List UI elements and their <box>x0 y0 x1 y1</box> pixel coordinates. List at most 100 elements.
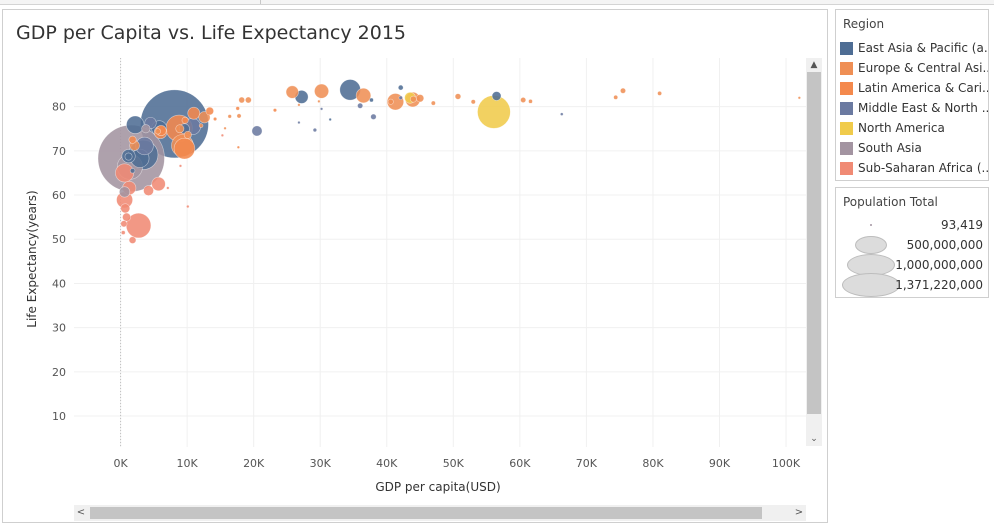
data-point[interactable] <box>213 117 218 121</box>
data-point[interactable] <box>297 120 301 125</box>
gridlines <box>74 58 806 447</box>
data-point[interactable] <box>369 97 374 103</box>
data-point[interactable] <box>178 164 183 168</box>
data-point[interactable] <box>312 127 318 133</box>
data-point[interactable] <box>236 113 242 119</box>
region-swatch-icon <box>840 42 853 55</box>
data-point[interactable] <box>128 135 137 144</box>
region-legend-label: Middle East & North ... <box>858 101 988 115</box>
data-point[interactable] <box>357 102 364 109</box>
data-point[interactable] <box>122 212 131 222</box>
data-point[interactable] <box>173 137 196 160</box>
data-point[interactable] <box>370 113 377 120</box>
data-point[interactable] <box>520 97 527 103</box>
data-point[interactable] <box>143 185 154 196</box>
region-swatch-icon <box>840 62 853 75</box>
horizontal-scrollbar[interactable]: < > <box>74 505 806 521</box>
data-point[interactable] <box>198 123 204 128</box>
data-point[interactable] <box>238 96 245 104</box>
data-point[interactable] <box>657 90 662 96</box>
region-legend-item[interactable]: South Asia <box>840 140 988 158</box>
vertical-scrollbar[interactable]: ▲ ⌄ <box>806 58 822 446</box>
data-point[interactable] <box>620 87 626 94</box>
region-legend-label: South Asia <box>858 141 922 155</box>
region-swatch-icon <box>840 82 853 95</box>
data-point[interactable] <box>205 106 214 116</box>
data-point[interactable] <box>319 107 324 111</box>
data-point[interactable] <box>314 83 329 99</box>
y-tick-label: 30 <box>52 322 66 335</box>
region-legend-item[interactable]: Sub-Saharan Africa (... <box>840 160 988 178</box>
data-point[interactable] <box>317 99 321 103</box>
scroll-down-arrow-icon[interactable]: ⌄ <box>810 434 818 444</box>
region-legend-item[interactable]: North America <box>840 120 988 138</box>
data-point[interactable] <box>613 94 619 100</box>
horizontal-scroll-thumb[interactable] <box>90 507 762 519</box>
data-point[interactable] <box>797 96 801 100</box>
y-tick-label: 70 <box>52 145 66 158</box>
scroll-up-arrow-icon[interactable]: ▲ <box>810 60 818 70</box>
population-size-legend: Population Total 93,419 500,000,000 1,000,… <box>835 187 989 298</box>
scroll-right-arrow-icon[interactable]: > <box>794 507 804 518</box>
data-point[interactable] <box>387 98 394 105</box>
data-point[interactable] <box>235 106 240 111</box>
data-point[interactable] <box>251 125 263 137</box>
data-point[interactable] <box>285 85 299 99</box>
population-legend-item: 1,000,000,000 <box>839 254 989 278</box>
data-point[interactable] <box>128 236 137 244</box>
data-point[interactable] <box>328 117 332 122</box>
data-point[interactable] <box>454 93 462 100</box>
region-legend-item[interactable]: Middle East & North ... <box>840 100 988 118</box>
y-tick-label: 40 <box>52 277 66 290</box>
population-legend-value: 93,419 <box>941 218 983 232</box>
vertical-scroll-thumb[interactable] <box>807 72 821 414</box>
data-point[interactable] <box>141 124 151 134</box>
region-legend-label: North America <box>858 121 945 135</box>
data-point[interactable] <box>491 91 502 101</box>
data-point[interactable] <box>245 96 252 104</box>
toolbar-divider <box>260 0 261 4</box>
scroll-left-arrow-icon[interactable]: < <box>76 507 86 518</box>
data-point[interactable] <box>528 99 533 104</box>
data-point[interactable] <box>115 163 135 183</box>
data-point[interactable] <box>415 94 425 103</box>
data-point[interactable] <box>186 204 190 209</box>
data-point[interactable] <box>187 106 201 120</box>
x-axis-label: GDP per capita(USD) <box>375 480 500 494</box>
data-point[interactable] <box>223 126 227 130</box>
data-point[interactable] <box>129 168 136 174</box>
data-point[interactable] <box>175 124 185 134</box>
data-point[interactable] <box>409 95 417 103</box>
data-point[interactable] <box>220 133 224 137</box>
data-point[interactable] <box>430 100 436 106</box>
data-point[interactable] <box>183 130 192 139</box>
data-point[interactable] <box>560 112 564 116</box>
data-point[interactable] <box>181 116 189 124</box>
population-size-icon <box>842 273 900 297</box>
data-point[interactable] <box>398 95 403 100</box>
data-point[interactable] <box>297 103 301 107</box>
data-point[interactable] <box>119 186 131 198</box>
region-legend-item[interactable]: Europe & Central Asi... <box>840 60 988 78</box>
data-point[interactable] <box>236 145 240 149</box>
data-point[interactable] <box>120 230 126 235</box>
data-point[interactable] <box>477 95 511 129</box>
data-point[interactable] <box>166 186 170 190</box>
region-legend-label: Latin America & Cari... <box>858 81 988 95</box>
data-point[interactable] <box>154 128 161 135</box>
data-point[interactable] <box>126 115 145 134</box>
data-point[interactable] <box>124 152 133 161</box>
data-point[interactable] <box>120 203 131 214</box>
data-point[interactable] <box>470 99 476 105</box>
data-point[interactable] <box>151 176 166 192</box>
data-point[interactable] <box>120 220 128 228</box>
region-swatch-icon <box>840 122 853 135</box>
data-point[interactable] <box>355 87 372 104</box>
region-legend-item[interactable]: East Asia & Pacific (a... <box>840 40 988 58</box>
data-point[interactable] <box>397 84 404 91</box>
data-point[interactable] <box>227 114 232 119</box>
region-legend-item[interactable]: Latin America & Cari... <box>840 80 988 98</box>
data-point[interactable] <box>272 108 277 113</box>
region-legend-label: East Asia & Pacific (a... <box>858 41 988 55</box>
